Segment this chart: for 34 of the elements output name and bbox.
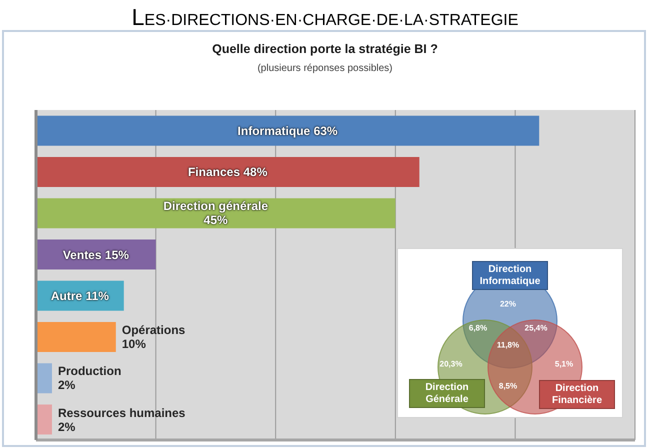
annotation: 5,1%	[554, 360, 574, 368]
category-label: Ressources humaines	[58, 406, 186, 420]
category-label: Opérations	[122, 323, 186, 338]
category-label: Direction générale	[163, 199, 268, 214]
annotation: 8,5%	[498, 382, 518, 390]
category-label: Direction Générale	[410, 382, 484, 406]
annotation: 6,8%	[468, 324, 488, 332]
bar	[36, 116, 540, 146]
category-label: Finances	[188, 165, 240, 180]
category-label: Production	[58, 364, 122, 378]
category-label: Ventes	[62, 248, 102, 262]
data-label: 63%	[314, 124, 338, 138]
bar	[36, 157, 420, 188]
chart-title: LES·DIRECTIONS·EN·CHARGE·DE·LA·STRATEGIE	[132, 4, 518, 30]
annotation: 25,4%	[524, 324, 548, 332]
data-label: 2%	[58, 378, 76, 392]
bar	[36, 363, 52, 394]
data-label: 15%	[104, 248, 129, 262]
data-label: 10%	[122, 337, 146, 352]
text: (plusieurs réponses possibles)	[257, 63, 393, 74]
data-label: 45%	[204, 213, 228, 228]
bar	[36, 404, 52, 435]
category-label: Autre	[50, 288, 82, 303]
annotation: 22%	[500, 300, 516, 308]
annotation: 20,3%	[440, 360, 462, 368]
data-label: 11%	[86, 288, 109, 303]
data-label: 48%	[243, 165, 268, 180]
category-label: Informatique	[238, 124, 310, 138]
bar	[36, 322, 116, 352]
chart-subtitle: Quelle direction porte la stratégie BI ?	[212, 42, 438, 56]
annotation: 11,8%	[496, 340, 520, 350]
category-label: Direction Financière	[540, 382, 614, 406]
category-label: Direction Informatique	[473, 264, 547, 288]
data-label: 2%	[58, 420, 76, 434]
